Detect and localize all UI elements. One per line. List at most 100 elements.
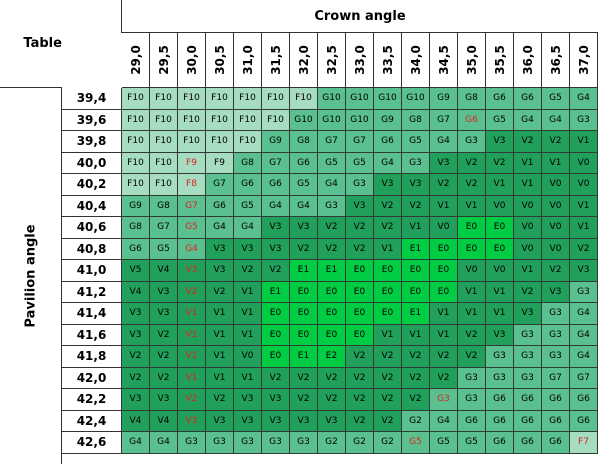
grade-cell: V3 [514,303,542,325]
grade-cell: V1 [430,195,458,217]
grade-cell: G3 [514,346,542,368]
grade-cell: V3 [262,238,290,260]
grade-cell: G10 [318,109,346,131]
grade-cell: G8 [234,152,262,174]
grade-cell: G7 [150,217,178,239]
crown-angle-value: 35,0 [464,45,479,75]
pavilion-angle-value: 41,0 [62,260,122,282]
grade-cell: V1 [402,324,430,346]
pavilion-angle-value: 40,6 [62,217,122,239]
grade-cell: E0 [262,324,290,346]
grade-cell: F10 [262,88,290,110]
grade-cell: V2 [430,346,458,368]
grade-cell: E0 [346,303,374,325]
grade-cell: V1 [178,367,206,389]
crown-angle-header: 36,0 [514,33,542,88]
grade-cell: G3 [430,389,458,411]
grade-cell: G3 [402,152,430,174]
grade-cell: F10 [150,174,178,196]
grade-cell: V1 [458,281,486,303]
grade-cell: V2 [122,367,150,389]
crown-angle-header: 37,0 [570,33,598,88]
grade-cell: G7 [318,131,346,153]
grade-cell: G5 [402,432,430,454]
crown-angle-header: 33,0 [346,33,374,88]
grade-cell: G2 [318,432,346,454]
crown-angle-header: 29,5 [150,33,178,88]
grade-cell: V2 [318,217,346,239]
grade-cell: V1 [402,217,430,239]
grade-cell: V3 [122,389,150,411]
grade-cell: V2 [206,281,234,303]
grade-cell: G4 [570,324,598,346]
grade-cell: F7 [570,432,598,454]
grade-cell: G7 [206,174,234,196]
grade-cell: V2 [402,389,430,411]
grade-cell: G8 [290,131,318,153]
grade-cell: G6 [514,410,542,432]
pavilion-angle-value: 42,2 [62,389,122,411]
grade-cell: E0 [430,238,458,260]
grade-cell: G8 [122,217,150,239]
grade-cell: V5 [122,260,150,282]
grade-cell: G3 [486,346,514,368]
grade-cell: G6 [514,432,542,454]
grade-cell: V2 [178,389,206,411]
grade-cell: V2 [430,174,458,196]
grade-cell: F10 [122,88,150,110]
pavilion-angle-value: 41,4 [62,303,122,325]
pavilion-angle-value: 42,6 [62,432,122,454]
grade-cell: V0 [570,174,598,196]
grade-cell: G4 [206,217,234,239]
grade-cell: E0 [346,281,374,303]
grade-cell: V2 [318,389,346,411]
grade-cell: G6 [262,174,290,196]
grade-cell: V0 [234,346,262,368]
grade-cell: V3 [290,217,318,239]
grade-cell: G3 [234,432,262,454]
grade-cell: V4 [150,410,178,432]
crown-angle-value: 29,5 [156,45,171,75]
grade-cell: V2 [234,260,262,282]
grade-cell: F10 [178,88,206,110]
grade-cell: F10 [122,152,150,174]
crown-angle-title: Crown angle [122,0,598,33]
grade-cell: F10 [206,88,234,110]
grade-cell: E0 [346,260,374,282]
grade-cell: E1 [290,260,318,282]
pavilion-angle-value: 41,2 [62,281,122,303]
grade-cell: V3 [262,389,290,411]
grade-cell: G5 [458,432,486,454]
crown-angle-header: 31,0 [234,33,262,88]
grade-cell: G6 [206,195,234,217]
grade-cell: V3 [486,131,514,153]
grade-cell: V3 [206,238,234,260]
grade-cell: V3 [206,260,234,282]
grade-cell: V2 [178,281,206,303]
grade-cell: G10 [346,109,374,131]
grade-cell: V1 [486,174,514,196]
grade-cell: E0 [318,324,346,346]
grade-cell: G4 [542,109,570,131]
grade-cell: V2 [458,174,486,196]
crown-angle-header: 34,0 [402,33,430,88]
grade-cell: G10 [374,88,402,110]
grade-cell: V2 [430,367,458,389]
grade-cell: G3 [458,367,486,389]
grade-cell: V2 [318,367,346,389]
grade-cell: G10 [318,88,346,110]
grade-cell: V2 [514,131,542,153]
grade-cell: G6 [542,432,570,454]
grade-cell: F10 [150,131,178,153]
crown-angle-header: 35,5 [486,33,514,88]
grade-cell: G3 [178,432,206,454]
crown-angle-header: 32,0 [290,33,318,88]
grade-cell: E0 [402,281,430,303]
grade-cell: G6 [570,410,598,432]
grade-cell: V2 [346,217,374,239]
grade-cell: G6 [290,152,318,174]
grade-cell: G4 [430,410,458,432]
crown-angle-header: 32,5 [318,33,346,88]
grade-cell: V1 [234,303,262,325]
grade-cell: F10 [234,131,262,153]
